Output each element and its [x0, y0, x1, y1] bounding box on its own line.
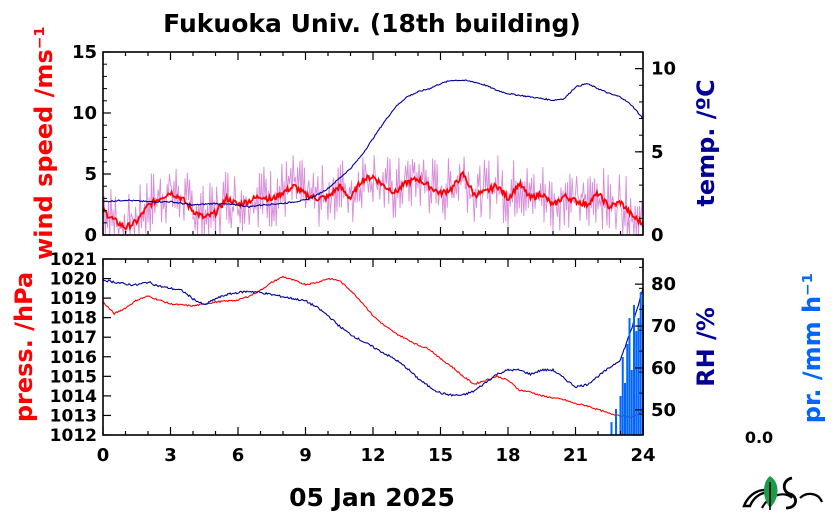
- x-tick-label: 15: [428, 445, 453, 466]
- bottom-left-tick-label: 1020: [50, 270, 97, 290]
- x-tick-label: 21: [563, 445, 588, 466]
- bottom-left-tick-label: 1013: [50, 406, 97, 426]
- wind-gust-line: [102, 155, 644, 236]
- x-tick-label: 3: [164, 445, 177, 466]
- bottom-series-group: [102, 275, 644, 435]
- chart-title: Fukuoka Univ. (18th building): [163, 9, 581, 38]
- bottom-left-tick-label: 1014: [50, 387, 97, 407]
- precip-bar: [610, 422, 613, 435]
- precip-bar: [639, 292, 642, 435]
- top-left-tick-label: 0: [84, 225, 97, 246]
- top-series-group: [102, 79, 644, 236]
- top-axes-group: 0 5 10 15 0 5 10: [72, 42, 676, 246]
- top-right-tick-label: 10: [651, 59, 676, 80]
- bottom-left-tick-label: 1012: [50, 426, 97, 446]
- precip-total-value: 0.0: [745, 428, 773, 447]
- precip-bar: [621, 357, 624, 435]
- bottom-right-tick-label: 80: [651, 274, 676, 295]
- precip-bar: [628, 318, 631, 435]
- precip-bar: [619, 396, 622, 435]
- pressure-line: [102, 275, 644, 419]
- bottom-left-tick-label: 1015: [50, 367, 97, 387]
- precip-bar: [633, 305, 635, 435]
- temperature-line: [102, 79, 644, 209]
- x-tick-label: 18: [495, 445, 520, 466]
- x-tick-label: 9: [299, 445, 312, 466]
- precip-bar: [630, 370, 633, 435]
- bottom-left-tick-label: 1019: [50, 289, 97, 309]
- bottom-axes-group: 1012101310141015101610171018101910201021…: [50, 250, 676, 466]
- pressure-axis-label: press. /hPa: [10, 272, 38, 422]
- precip-bar: [635, 331, 638, 435]
- top-right-tick-label: 0: [651, 225, 664, 246]
- precip-bar: [615, 409, 617, 435]
- bottom-left-tick-label: 1021: [50, 250, 97, 270]
- bottom-right-tick-label: 60: [651, 358, 676, 379]
- wind-axis-label: wind speed /ms⁻¹: [30, 26, 58, 260]
- institution-logo: [742, 476, 824, 510]
- top-left-tick-label: 10: [72, 103, 97, 124]
- x-tick-label: 12: [360, 445, 385, 466]
- precip-axis-label: pr. /mm h⁻¹: [798, 273, 826, 423]
- precip-bar: [637, 318, 640, 435]
- wind-mean-line: [102, 170, 644, 232]
- precip-bar: [626, 344, 629, 435]
- bottom-left-tick-label: 1018: [50, 309, 97, 329]
- wind-temperature-panel: 0 5 10 15 0 5 10: [72, 42, 676, 246]
- bottom-right-tick-label: 70: [651, 316, 676, 337]
- precip-bar: [624, 383, 626, 435]
- bottom-left-tick-label: 1017: [50, 328, 97, 348]
- top-left-tick-label: 15: [72, 42, 97, 63]
- top-right-tick-label: 5: [651, 142, 664, 163]
- top-left-tick-label: 5: [84, 164, 97, 185]
- humidity-line: [102, 278, 644, 397]
- x-tick-label: 6: [232, 445, 245, 466]
- pressure-humidity-panel: 1012101310141015101610171018101910201021…: [50, 250, 676, 466]
- x-tick-label: 0: [97, 445, 110, 466]
- x-tick-label: 24: [630, 445, 655, 466]
- temperature-axis-label: temp. /ºC: [692, 79, 720, 206]
- humidity-axis-label: RH /%: [692, 307, 720, 387]
- bottom-left-tick-label: 1016: [50, 348, 97, 368]
- bottom-right-tick-label: 50: [651, 400, 676, 421]
- date-label: 05 Jan 2025: [289, 483, 455, 512]
